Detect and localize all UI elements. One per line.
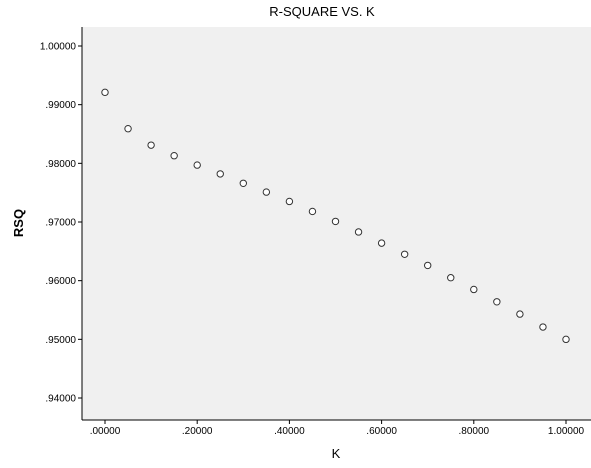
x-tick-label: 1.00000	[548, 426, 585, 437]
x-tick-label: .20000	[182, 426, 213, 437]
x-tick-label: .80000	[459, 426, 490, 437]
data-point	[147, 141, 155, 149]
data-point	[447, 274, 455, 282]
data-point	[124, 125, 132, 133]
data-points	[101, 88, 570, 344]
x-tick-label: .40000	[274, 426, 305, 437]
y-tick-label: .98000	[45, 159, 76, 170]
y-axis-ticks: .94000 .95000 .96000 .97000 .98000 .99000 1.00…	[40, 42, 82, 405]
data-point	[470, 285, 478, 294]
x-tick-label: .00000	[90, 426, 121, 437]
data-point	[331, 217, 340, 226]
data-point	[354, 228, 363, 236]
data-point	[101, 88, 109, 97]
data-point	[193, 161, 201, 169]
data-point	[493, 298, 501, 306]
x-axis-label: K	[332, 446, 341, 461]
data-point	[216, 170, 224, 178]
data-point	[562, 335, 570, 344]
data-point	[285, 197, 294, 206]
chart-title: R-SQUARE VS. K	[269, 4, 375, 19]
data-point	[424, 261, 432, 270]
y-tick-label: 1.00000	[40, 42, 77, 53]
data-point	[539, 323, 547, 331]
data-point	[377, 239, 386, 247]
data-point	[400, 250, 409, 258]
y-axis-label: RSQ	[11, 209, 26, 237]
y-tick-label: .96000	[45, 276, 76, 287]
y-tick-label: .94000	[45, 394, 76, 405]
y-tick-label: .97000	[45, 218, 76, 229]
data-point	[170, 152, 178, 160]
data-point	[239, 179, 248, 187]
y-tick-label: .99000	[45, 100, 76, 111]
x-tick-label: .60000	[366, 426, 397, 437]
data-point	[262, 188, 271, 196]
x-axis-ticks: .00000 .20000 .40000 .60000 .80000 1.00000	[90, 420, 585, 437]
y-tick-label: .95000	[45, 335, 76, 346]
data-point	[308, 207, 317, 216]
data-point	[516, 310, 524, 318]
